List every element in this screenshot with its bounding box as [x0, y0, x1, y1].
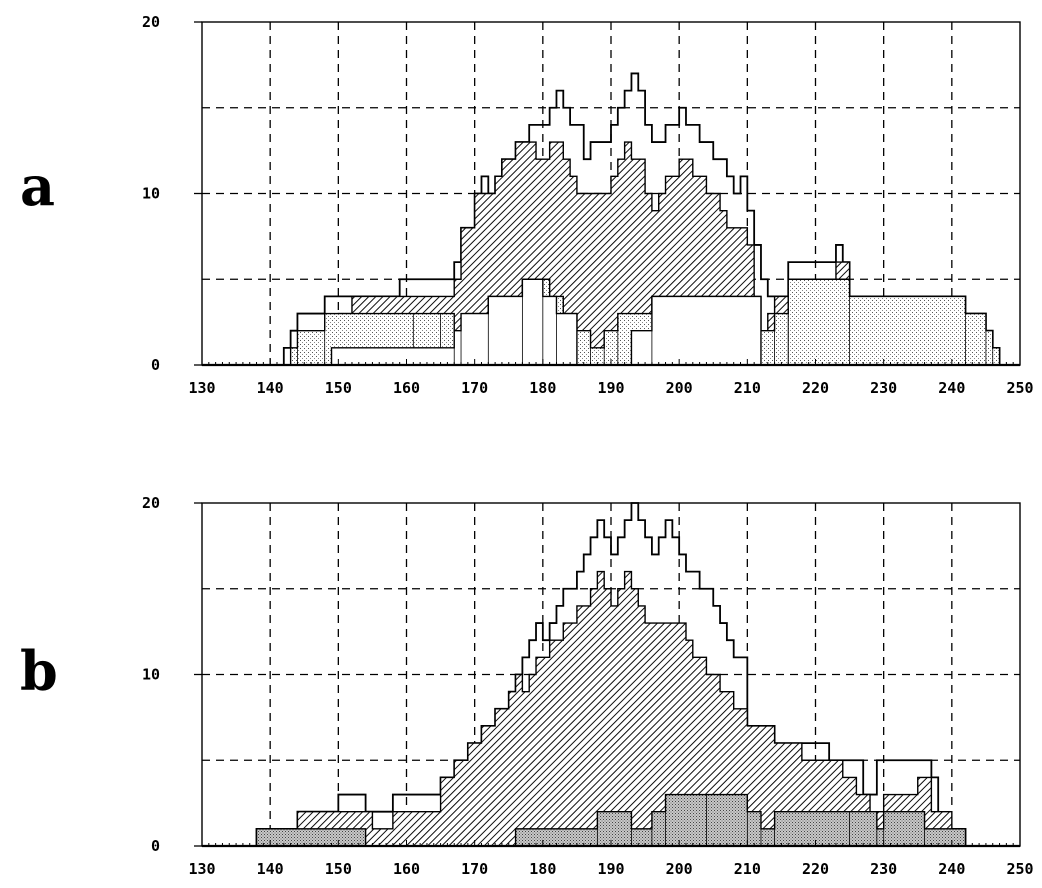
x-tick-label: 150 [325, 379, 352, 397]
y-tick-label: 0 [151, 356, 160, 374]
x-tick-label: 160 [393, 379, 420, 397]
x-tick-label: 230 [870, 860, 897, 878]
x-tick-label: 180 [529, 379, 556, 397]
panel-b-label: b [20, 639, 58, 703]
x-tick-label: 250 [1006, 379, 1033, 397]
x-tick-label: 170 [461, 379, 488, 397]
x-tick-label: 200 [666, 860, 693, 878]
x-tick-label: 220 [802, 379, 829, 397]
series-1-step-area [255, 570, 967, 847]
y-tick-label: 20 [142, 13, 160, 31]
x-tick-label: 180 [529, 860, 556, 878]
x-tick-label: 170 [461, 860, 488, 878]
panel-a-label: a [20, 154, 55, 218]
x-tick-label: 160 [393, 860, 420, 878]
x-tick-label: 190 [597, 379, 624, 397]
x-tick-label: 140 [257, 379, 284, 397]
x-tick-label: 220 [802, 860, 829, 878]
chart-panel-b: 130 140 150 160 170 180 190 200 210 220 230 240 250 0… [142, 494, 1034, 878]
x-tick-label: 130 [188, 379, 215, 397]
x-tick-label: 240 [938, 860, 965, 878]
y-tick-label: 0 [151, 837, 160, 855]
x-tick-label: 200 [666, 379, 693, 397]
y-tick-label: 20 [142, 494, 160, 512]
y-tick-label: 10 [142, 185, 160, 203]
x-tick-label: 150 [325, 860, 352, 878]
x-tick-label: 140 [257, 860, 284, 878]
x-tick-label: 210 [734, 860, 761, 878]
x-tick-label: 210 [734, 379, 761, 397]
x-tick-label: 130 [188, 860, 215, 878]
x-tick-label: 250 [1006, 860, 1033, 878]
chart-panel-a: 130 140 150 160 170 180 190 200 210 220 230 240 250 0… [142, 13, 1034, 397]
x-tick-label: 240 [938, 379, 965, 397]
y-tick-label: 10 [142, 666, 160, 684]
x-tick-label: 190 [597, 860, 624, 878]
x-tick-label: 230 [870, 379, 897, 397]
